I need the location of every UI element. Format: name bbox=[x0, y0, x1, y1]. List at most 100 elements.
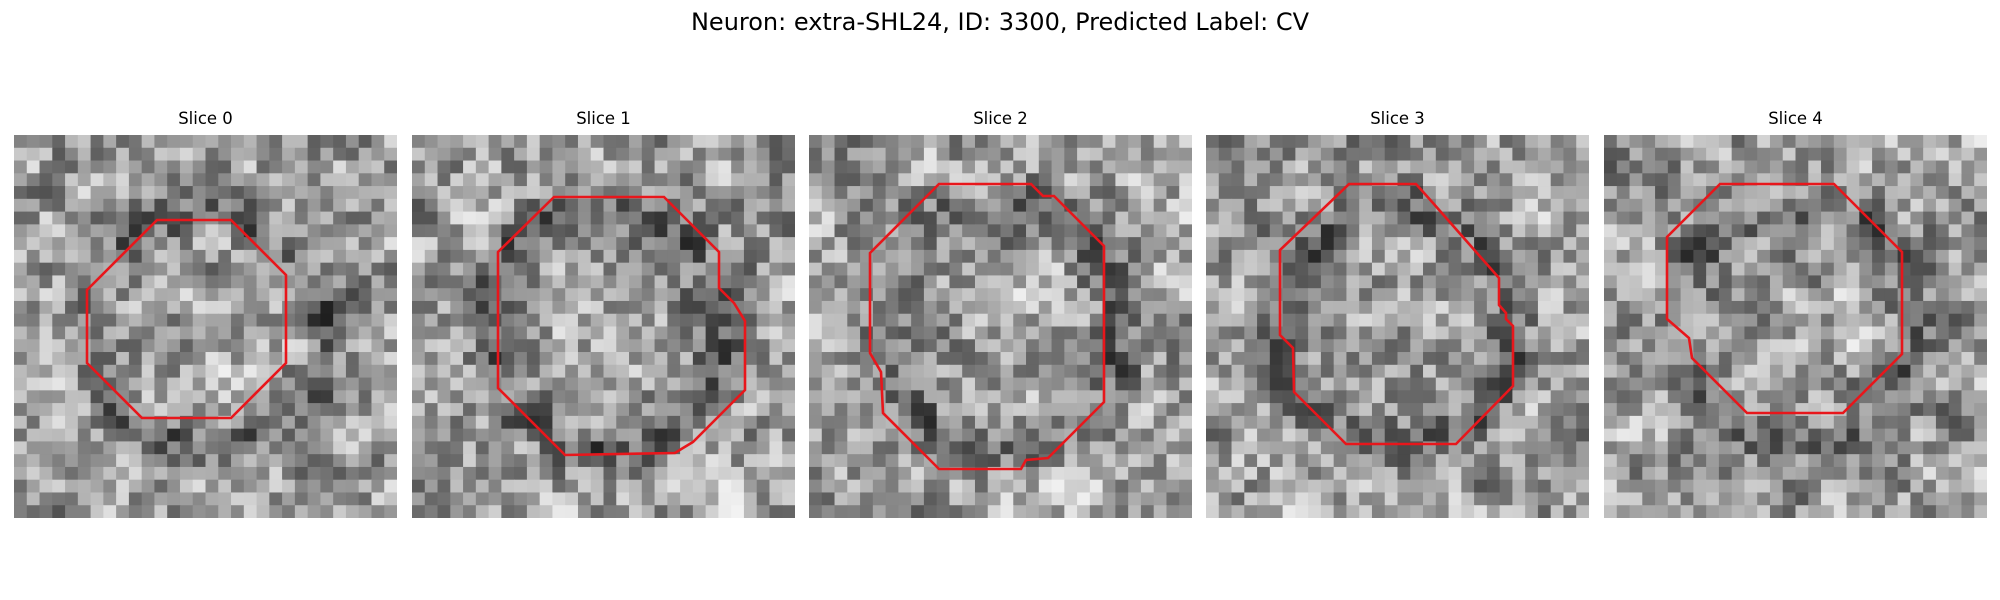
image-pixel bbox=[577, 262, 592, 276]
image-pixel bbox=[1244, 135, 1258, 149]
image-pixel bbox=[192, 441, 206, 455]
image-pixel bbox=[1948, 428, 1962, 442]
image-pixel bbox=[1140, 211, 1155, 225]
image-pixel bbox=[26, 275, 41, 289]
image-pixel bbox=[1859, 313, 1873, 327]
image-pixel bbox=[1206, 339, 1220, 353]
image-pixel bbox=[1474, 135, 1488, 149]
image-pixel bbox=[1948, 224, 1962, 238]
image-pixel bbox=[923, 300, 938, 315]
image-pixel bbox=[154, 262, 168, 276]
image-pixel bbox=[1974, 224, 1987, 238]
image-pixel bbox=[26, 198, 41, 213]
image-pixel bbox=[463, 288, 477, 302]
image-pixel bbox=[269, 339, 283, 353]
image-pixel bbox=[450, 288, 464, 302]
image-pixel bbox=[1884, 428, 1899, 442]
image-pixel bbox=[1359, 300, 1373, 315]
image-pixel bbox=[769, 186, 783, 200]
image-pixel bbox=[1051, 288, 1065, 302]
image-pixel bbox=[1295, 415, 1309, 430]
image-pixel bbox=[345, 454, 360, 468]
image-pixel bbox=[154, 249, 168, 264]
image-pixel bbox=[1166, 403, 1180, 417]
image-pixel bbox=[475, 492, 490, 506]
image-pixel bbox=[231, 147, 245, 162]
image-pixel bbox=[1461, 377, 1475, 391]
image-pixel bbox=[692, 300, 707, 315]
image-pixel bbox=[1423, 403, 1437, 417]
image-pixel bbox=[154, 479, 168, 493]
image-pixel bbox=[565, 390, 579, 404]
image-pixel bbox=[282, 492, 296, 506]
image-pixel bbox=[962, 288, 976, 302]
slice-image bbox=[412, 135, 795, 518]
image-pixel bbox=[756, 479, 770, 493]
image-pixel bbox=[692, 479, 707, 493]
image-pixel bbox=[847, 377, 861, 391]
image-pixel bbox=[1179, 492, 1192, 506]
image-pixel bbox=[1910, 505, 1924, 518]
image-pixel bbox=[1808, 198, 1822, 213]
image-pixel bbox=[1423, 352, 1437, 366]
image-pixel bbox=[231, 364, 245, 379]
image-pixel bbox=[1757, 377, 1771, 391]
image-pixel bbox=[1525, 352, 1539, 366]
image-pixel bbox=[1680, 479, 1694, 493]
image-pixel bbox=[1474, 313, 1488, 327]
image-pixel bbox=[282, 415, 296, 430]
image-pixel bbox=[1769, 377, 1784, 391]
image-pixel bbox=[1706, 288, 1720, 302]
image-pixel bbox=[205, 173, 219, 187]
image-pixel bbox=[371, 505, 385, 518]
image-pixel bbox=[936, 160, 950, 174]
image-pixel bbox=[1693, 300, 1707, 315]
image-pixel bbox=[769, 505, 783, 518]
image-pixel bbox=[501, 339, 515, 353]
image-pixel bbox=[1269, 377, 1284, 391]
image-pixel bbox=[974, 135, 989, 149]
image-pixel bbox=[692, 326, 707, 340]
image-pixel bbox=[936, 224, 950, 238]
image-pixel bbox=[987, 352, 1001, 366]
image-pixel bbox=[1026, 454, 1040, 468]
image-pixel bbox=[1051, 147, 1065, 162]
image-pixel bbox=[1550, 364, 1564, 379]
image-pixel bbox=[1244, 313, 1258, 327]
image-pixel bbox=[1795, 466, 1809, 481]
image-pixel bbox=[821, 403, 836, 417]
image-pixel bbox=[756, 275, 770, 289]
image-pixel bbox=[1884, 403, 1899, 417]
image-pixel bbox=[1333, 377, 1347, 391]
image-pixel bbox=[1013, 249, 1027, 264]
image-pixel bbox=[603, 198, 617, 213]
image-pixel bbox=[514, 288, 528, 302]
image-pixel bbox=[1563, 390, 1577, 404]
image-pixel bbox=[782, 186, 795, 200]
image-pixel bbox=[1846, 466, 1860, 481]
image-pixel bbox=[1102, 492, 1116, 506]
image-pixel bbox=[1718, 454, 1733, 468]
image-pixel bbox=[412, 479, 426, 493]
image-pixel bbox=[1333, 466, 1347, 481]
image-pixel bbox=[243, 403, 258, 417]
image-pixel bbox=[1218, 135, 1233, 149]
image-pixel bbox=[1320, 275, 1335, 289]
image-pixel bbox=[1655, 262, 1669, 276]
slice-image bbox=[1206, 135, 1589, 518]
image-pixel bbox=[911, 492, 925, 506]
image-pixel bbox=[1563, 211, 1577, 225]
image-pixel bbox=[1359, 479, 1373, 493]
image-pixel bbox=[1153, 352, 1167, 366]
image-pixel bbox=[475, 364, 490, 379]
image-pixel bbox=[167, 173, 181, 187]
image-pixel bbox=[654, 275, 668, 289]
image-pixel bbox=[565, 339, 579, 353]
image-pixel bbox=[1910, 479, 1924, 493]
image-pixel bbox=[1206, 198, 1220, 213]
image-pixel bbox=[616, 135, 630, 149]
image-pixel bbox=[1461, 135, 1475, 149]
image-pixel bbox=[860, 466, 874, 481]
image-pixel bbox=[1833, 492, 1848, 506]
image-pixel bbox=[1563, 300, 1577, 315]
